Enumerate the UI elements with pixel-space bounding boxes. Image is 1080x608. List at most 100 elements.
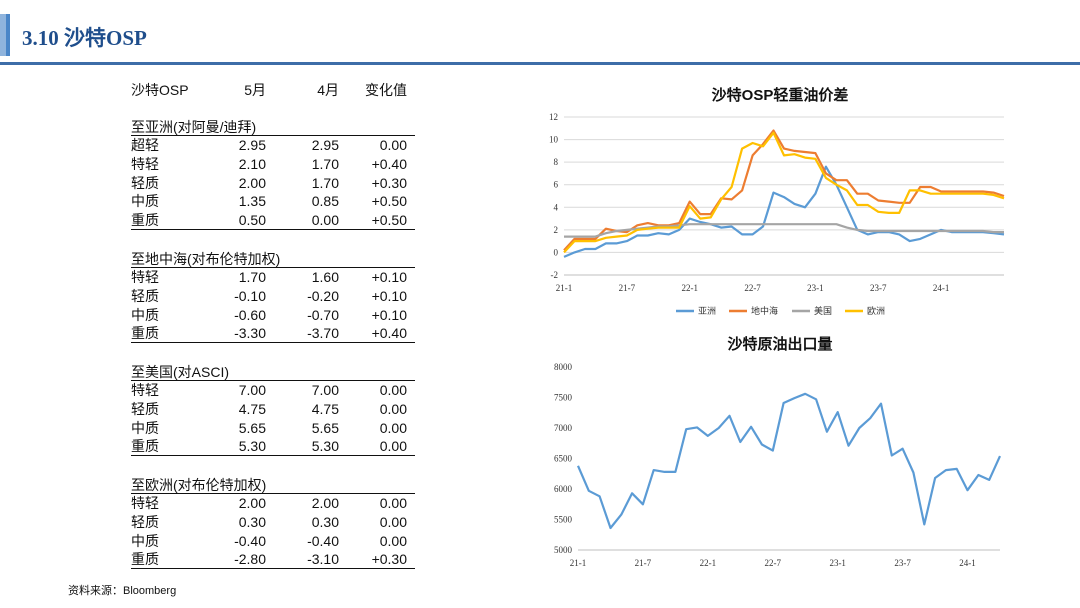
april-cell: 5.30	[311, 438, 339, 455]
x-tick-label: 23-7	[894, 558, 911, 568]
grade-cell: 中质	[131, 419, 159, 436]
table-row: 特轻 2.00 2.00 0.00	[131, 494, 415, 513]
x-tick-label: 21-1	[570, 558, 587, 568]
grade-cell: 轻质	[131, 174, 159, 191]
april-cell: 1.60	[311, 269, 339, 285]
exports-chart: 5000 5500 6000 6500 7000 7500 8000 21-1 21-7 22-1…	[554, 362, 1002, 568]
grade-cell: 中质	[131, 306, 159, 323]
grade-cell: 特轻	[131, 155, 159, 172]
may-cell: 5.65	[238, 419, 266, 436]
change-cell: +0.10	[371, 306, 407, 323]
grade-cell: 轻质	[131, 287, 159, 304]
y-tick-label: 7500	[554, 393, 573, 403]
section-title: 至亚洲(对阿曼/迪拜)	[131, 117, 415, 136]
change-cell: 0.00	[379, 382, 407, 398]
y-tick-label: 5500	[554, 515, 573, 525]
table-section: 至欧洲(对布伦特加权) 特轻 2.00 2.00 0.00 轻质 0.30 0.30 0.00 中…	[131, 475, 415, 570]
source-note: 资料来源：Bloomberg	[68, 585, 177, 597]
may-cell: 2.10	[238, 155, 266, 172]
table-section: 至亚洲(对阿曼/迪拜) 超轻 2.95 2.95 0.00 特轻 2.10 1.70 +0.40…	[131, 117, 415, 230]
grade-cell: 特轻	[131, 495, 159, 511]
y-tick-label: 7000	[554, 423, 573, 433]
y-tick-label: 4	[554, 202, 559, 212]
table-row: 中质 5.65 5.65 0.00	[131, 419, 415, 438]
change-cell: 0.00	[379, 137, 407, 153]
table-row: 轻质 -0.10 -0.20 +0.10	[131, 287, 415, 306]
legend-label: 美国	[814, 305, 832, 316]
header-cell-name: 沙特OSP	[131, 82, 189, 98]
table-row: 中质 -0.60 -0.70 +0.10	[131, 306, 415, 325]
osp-table: 沙特OSP 5月 4月 变化值 至亚洲(对阿曼/迪拜) 超轻 2.95 2.95 0.0…	[131, 80, 415, 570]
table-row: 重质 0.50 0.00 +0.50	[131, 211, 415, 230]
series-line	[576, 392, 1002, 530]
change-cell: 0.00	[379, 532, 407, 549]
y-tick-label: 0	[554, 247, 559, 257]
table-row: 轻质 4.75 4.75 0.00	[131, 400, 415, 419]
table-row: 超轻 2.95 2.95 0.00	[131, 136, 415, 155]
page-title: 3.10 沙特OSP	[22, 26, 147, 50]
legend-label: 地中海	[751, 305, 778, 316]
may-cell: -0.40	[234, 532, 266, 549]
table-section: 至地中海(对布伦特加权) 特轻 1.70 1.60 +0.10 轻质 -0.10 -0.20 +…	[131, 249, 415, 344]
may-cell: 0.30	[238, 513, 266, 530]
table-row: 重质 -2.80 -3.10 +0.30	[131, 550, 415, 570]
series-line	[563, 165, 1005, 258]
table-row: 中质 -0.40 -0.40 0.00	[131, 532, 415, 551]
april-cell: 2.95	[311, 137, 339, 153]
may-cell: 7.00	[238, 382, 266, 398]
y-tick-label: -2	[551, 270, 559, 280]
legend-label: 欧洲	[867, 305, 885, 316]
grade-cell: 重质	[131, 438, 159, 455]
april-cell: -0.40	[307, 532, 339, 549]
change-cell: +0.10	[371, 269, 407, 285]
may-cell: 1.35	[238, 193, 266, 210]
y-tick-label: 12	[549, 112, 558, 122]
header-accent-bar	[0, 14, 10, 56]
header-cell-may: 5月	[244, 82, 266, 98]
x-tick-label: 23-1	[807, 283, 824, 293]
change-cell: 0.00	[379, 495, 407, 511]
grade-cell: 轻质	[131, 513, 159, 530]
april-cell: -0.70	[307, 306, 339, 323]
may-cell: -0.10	[234, 287, 266, 304]
series-line	[564, 223, 1004, 238]
table-row: 轻质 0.30 0.30 0.00	[131, 513, 415, 532]
section-title: 至美国(对ASCI)	[131, 362, 415, 381]
table-header: 沙特OSP 5月 4月 变化值	[131, 80, 415, 102]
april-cell: 0.85	[311, 193, 339, 210]
grade-cell: 重质	[131, 212, 159, 229]
series-line	[563, 131, 1005, 254]
chart-title-exports: 沙特原油出口量	[727, 336, 833, 353]
may-cell: 4.75	[238, 400, 266, 417]
table-section: 至美国(对ASCI) 特轻 7.00 7.00 0.00 轻质 4.75 4.75 0.00 中质…	[131, 362, 415, 457]
may-cell: -0.60	[234, 306, 266, 323]
spread-chart: -2 0 2 4 6 8 10 12 21-1 21-7 22-1 22-7 23-1 23-7 24-1 亚…	[549, 112, 1005, 316]
table-row: 重质 5.30 5.30 0.00	[131, 437, 415, 457]
y-tick-label: 6500	[554, 454, 573, 464]
april-cell: -3.10	[307, 551, 339, 568]
grade-cell: 超轻	[131, 137, 159, 153]
april-cell: 7.00	[311, 382, 339, 398]
table-row: 特轻 7.00 7.00 0.00	[131, 381, 415, 400]
change-cell: +0.50	[371, 193, 407, 210]
change-cell: +0.40	[371, 325, 407, 342]
x-tick-label: 22-1	[681, 283, 698, 293]
may-cell: 2.00	[238, 174, 266, 191]
april-cell: 5.65	[311, 419, 339, 436]
x-tick-label: 23-1	[829, 558, 846, 568]
chart-title-spread: 沙特OSP轻重油价差	[711, 87, 849, 104]
table-row: 特轻 2.10 1.70 +0.40	[131, 155, 415, 174]
april-cell: 0.30	[311, 513, 339, 530]
change-cell: 0.00	[379, 400, 407, 417]
change-cell: +0.10	[371, 287, 407, 304]
april-cell: 4.75	[311, 400, 339, 417]
x-tick-label: 21-1	[556, 283, 573, 293]
header-cell-april: 4月	[317, 82, 339, 98]
grade-cell: 中质	[131, 193, 159, 210]
grade-cell: 特轻	[131, 269, 159, 285]
may-cell: 2.00	[238, 495, 266, 511]
y-tick-label: 10	[549, 135, 559, 145]
y-tick-label: 6000	[554, 484, 573, 494]
change-cell: 0.00	[379, 419, 407, 436]
section-title: 至欧洲(对布伦特加权)	[131, 475, 415, 494]
